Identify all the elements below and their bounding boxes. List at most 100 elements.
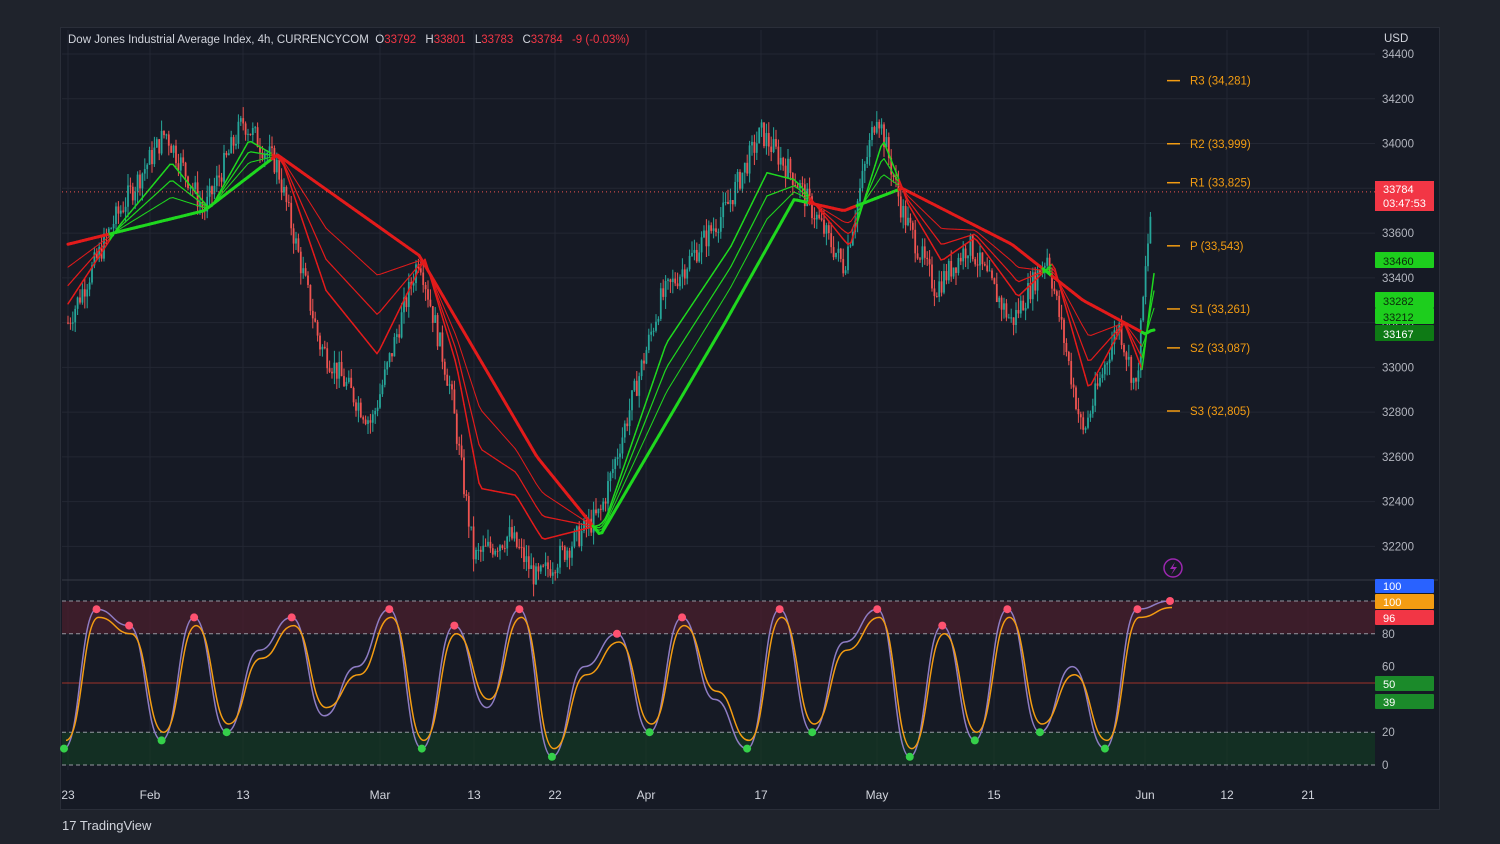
candle-body (67, 322, 69, 324)
candle-body (345, 381, 348, 387)
ema-fast-0 (190, 202, 195, 205)
ema-fast-2 (523, 507, 528, 515)
ema-fast-2 (676, 321, 681, 328)
candle-body (139, 174, 141, 189)
ema-fast-2 (244, 141, 249, 149)
ema-fast-2 (295, 200, 300, 211)
ema-fast-0 (1126, 325, 1131, 331)
ema-fast-2 (625, 450, 630, 462)
candle-body (259, 147, 261, 153)
ema-fast-0 (541, 491, 546, 496)
ema-fast-0 (454, 332, 459, 342)
candle-body (1034, 272, 1037, 291)
candle-body (849, 245, 852, 247)
candle-body (955, 267, 957, 273)
ema-fast-2 (79, 280, 84, 287)
ema-fast-0 (673, 374, 678, 381)
ema-fast-2 (640, 407, 645, 418)
ema-fast-0 (658, 401, 663, 409)
ema-fast-0 (802, 196, 807, 200)
ema-fast-1 (397, 286, 402, 291)
candle-body (1065, 342, 1068, 352)
tradingview-logo[interactable]: 17 TradingView (62, 818, 151, 833)
stoch-cross-dot (190, 613, 199, 622)
ema-fast-2 (448, 338, 453, 351)
ema-fast-1 (739, 242, 744, 250)
ema-fast-2 (802, 188, 807, 194)
ema-fast-2 (529, 517, 534, 525)
ema-fast-1 (88, 257, 93, 263)
candle-body (225, 152, 228, 156)
ema-fast-2 (175, 167, 180, 173)
candle-body (340, 361, 343, 377)
ema-fast-0 (241, 166, 246, 172)
ema-fast-1 (652, 393, 657, 403)
ema-fast-2 (664, 339, 669, 348)
ema-fast-1 (895, 177, 900, 184)
candle-body (945, 271, 948, 281)
candle-body (619, 453, 621, 458)
ema-fast-1 (889, 167, 894, 174)
ema-fast-0 (355, 255, 360, 259)
ema-fast-0 (121, 225, 126, 229)
candle-body (184, 162, 187, 177)
candle-body (885, 137, 888, 148)
candle-body (691, 252, 693, 256)
ema-fast-2 (748, 202, 753, 211)
ema-fast-2 (355, 326, 360, 333)
candle-body (880, 124, 883, 129)
candle-body (1015, 309, 1017, 325)
ema-fast-1 (1066, 303, 1071, 314)
candle-body (232, 137, 235, 146)
candle-body (333, 362, 336, 374)
pivot-label-S2: S2 (33,087) (1190, 343, 1250, 355)
ema-fast-0 (877, 176, 882, 183)
ema-fast-1 (709, 294, 714, 301)
currency-label[interactable]: USD (1384, 33, 1409, 45)
ema-fast-2 (979, 243, 984, 250)
ema-fast-1 (880, 158, 885, 163)
y-tick-label: 32600 (1382, 452, 1414, 464)
ema-fast-1 (130, 213, 135, 218)
ema-fast-0 (1105, 327, 1110, 331)
candle-body (859, 188, 861, 202)
ema-fast-0 (256, 159, 261, 162)
ema-fast-2 (715, 263, 720, 270)
ema-fast-1 (409, 271, 414, 277)
ema-fast-2 (1096, 367, 1101, 375)
ema-fast-0 (400, 265, 405, 268)
candle-body (535, 566, 537, 585)
candle-body (110, 228, 113, 230)
ema-fast-2 (1102, 355, 1107, 364)
ema-fast-0 (391, 268, 396, 271)
candle-body (112, 223, 115, 229)
ema-fast-0 (568, 509, 573, 513)
ema-fast-2 (124, 214, 129, 220)
candle-body (861, 170, 864, 189)
candle-body (1000, 297, 1003, 310)
candle-body (331, 371, 333, 374)
candle-body (835, 252, 837, 258)
ema-fast-1 (922, 219, 927, 225)
ema-fast-1 (850, 224, 855, 233)
candle-body (763, 122, 765, 147)
ema-fast-1 (1003, 265, 1008, 270)
candle-body (609, 472, 612, 482)
candle-body (506, 536, 509, 549)
ema-fast-2 (304, 227, 309, 238)
ema-fast-0 (664, 388, 669, 396)
candle-body (503, 547, 506, 549)
x-tick-label: 13 (467, 788, 481, 802)
ema-fast-1 (451, 337, 456, 348)
ema-fast-0 (160, 201, 165, 205)
candle-body (1077, 409, 1080, 415)
ema-fast-2 (454, 359, 459, 374)
stoch-line-d (65, 606, 1173, 750)
ema-fast-0 (796, 192, 801, 196)
ema-fast-2 (166, 163, 171, 169)
stoch-cross-dot (60, 744, 68, 753)
ema-fast-1 (136, 207, 141, 212)
candle-body (607, 481, 609, 504)
ema-fast-0 (703, 325, 708, 332)
